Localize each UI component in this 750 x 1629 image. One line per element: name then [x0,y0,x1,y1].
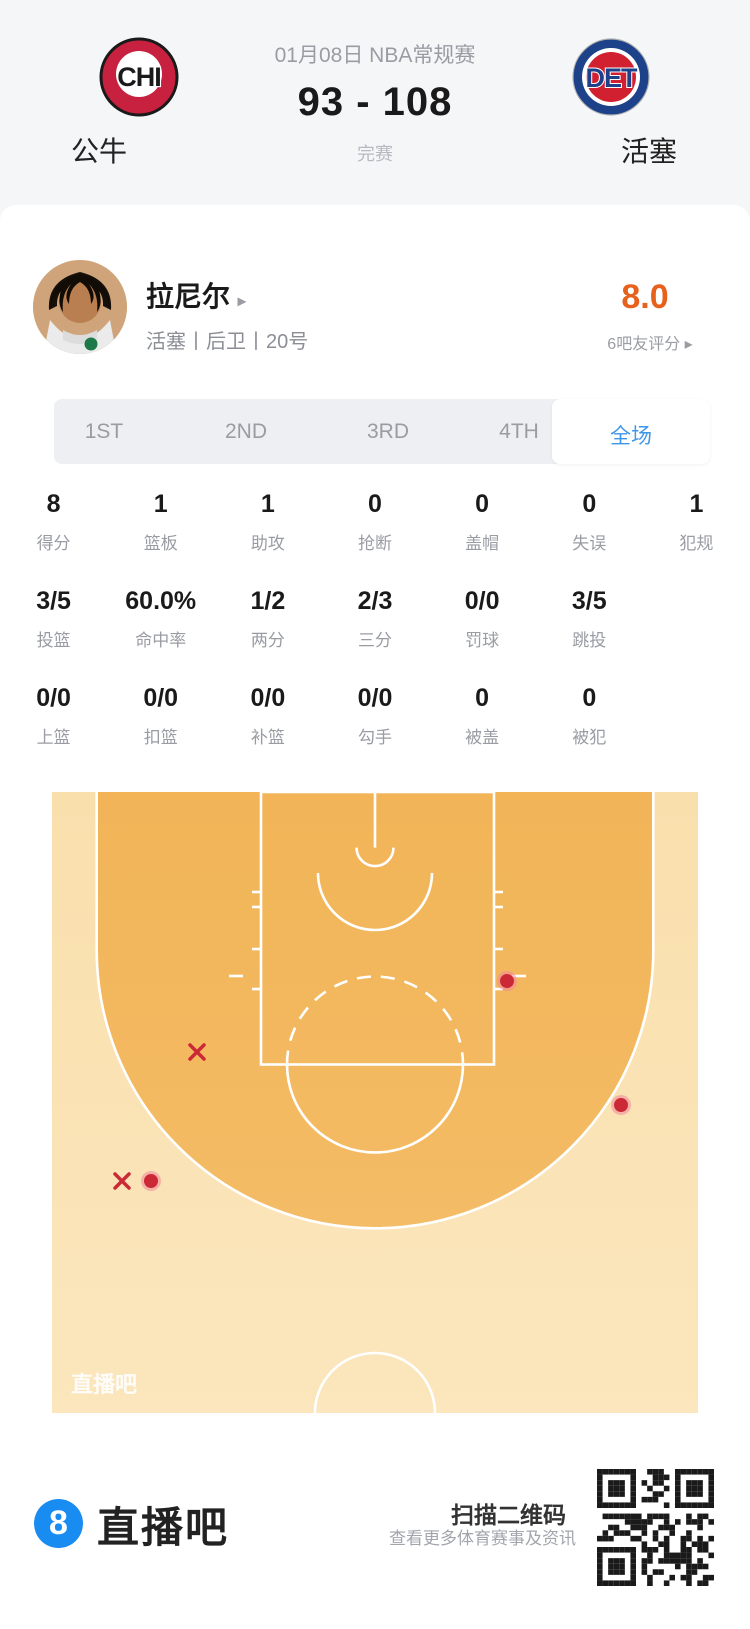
svg-text:直播吧: 直播吧 [71,1372,137,1397]
